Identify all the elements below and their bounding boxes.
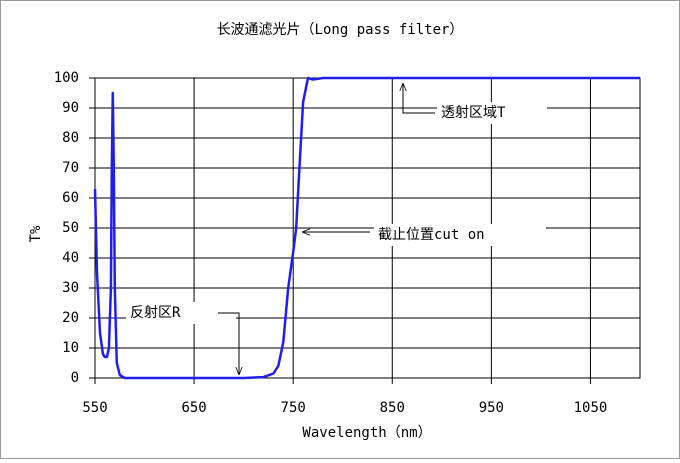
annotation: 透射区域T bbox=[441, 105, 506, 121]
x-axis-label: Wavelength（nm） bbox=[302, 425, 431, 441]
y-tick-label: 60 bbox=[62, 190, 79, 206]
y-tick-label: 40 bbox=[62, 250, 79, 266]
data-line bbox=[93, 76, 640, 380]
y-tick-label: 50 bbox=[62, 220, 79, 236]
y-tick-label: 90 bbox=[62, 100, 79, 116]
annotation-bg bbox=[126, 302, 236, 324]
y-tick-label: 10 bbox=[62, 340, 79, 356]
x-tick-label: 650 bbox=[181, 400, 206, 416]
x-tick-label: 550 bbox=[82, 400, 107, 416]
annotation-bg bbox=[374, 224, 546, 246]
annotation-arrow bbox=[218, 312, 239, 375]
chart-title: 长波通滤光片（Long pass filter） bbox=[217, 22, 464, 38]
annotation-arrow bbox=[403, 83, 435, 114]
annotation: 反射区R bbox=[130, 305, 181, 321]
y-tick-label: 70 bbox=[62, 160, 79, 176]
annotation: 截止位置cut on bbox=[378, 227, 485, 243]
y-tick-label: 0 bbox=[71, 370, 79, 386]
y-axis-label: T% bbox=[28, 225, 44, 242]
y-tick-label: 80 bbox=[62, 130, 79, 146]
annotation-bg bbox=[437, 102, 547, 124]
y-tick-label: 20 bbox=[62, 310, 79, 326]
y-tick-label: 100 bbox=[54, 70, 79, 86]
x-tick-label: 950 bbox=[479, 400, 504, 416]
x-tick-label: 850 bbox=[380, 400, 405, 416]
y-tick-label: 30 bbox=[62, 280, 79, 296]
x-tick-label: 1050 bbox=[574, 400, 608, 416]
x-tick-label: 750 bbox=[281, 400, 306, 416]
